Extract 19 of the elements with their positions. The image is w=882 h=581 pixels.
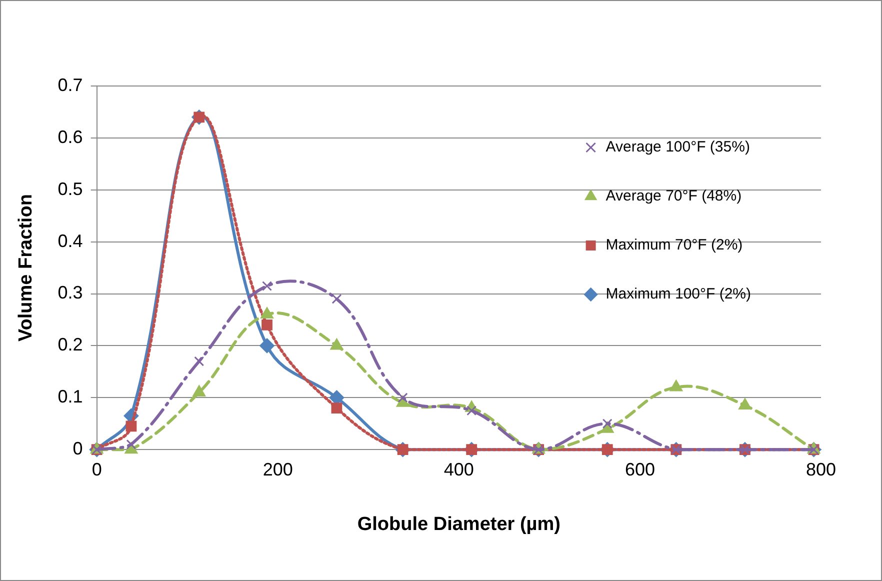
- x-tick-label: 200: [262, 459, 293, 480]
- y-tick-label: 0.2: [58, 334, 83, 355]
- x-tick-label: 800: [806, 459, 836, 480]
- y-tick-label: 0.5: [58, 178, 83, 199]
- x-tick-label: 400: [444, 459, 474, 480]
- legend-label: Maximum 100°F (2%): [606, 286, 752, 303]
- x-tick-label: 0: [92, 459, 102, 480]
- y-tick-label: 0.7: [58, 74, 83, 95]
- y-tick-label: 0.6: [58, 126, 83, 147]
- y-tick-label: 0.1: [58, 386, 83, 407]
- legend-label: Average 70°F (48%): [606, 188, 742, 205]
- legend-label: Average 100°F (35%): [606, 138, 750, 156]
- x-tick-label: 600: [624, 459, 655, 480]
- x-axis-title: Globule Diameter (µm): [357, 514, 560, 535]
- y-tick-label: 0.3: [58, 282, 83, 303]
- legend-label: Maximum 70°F (2%): [606, 236, 743, 254]
- y-tick-label: 0.4: [58, 230, 83, 251]
- y-tick-label: 0: [72, 438, 83, 459]
- y-axis-title: Volume Fraction: [16, 194, 37, 342]
